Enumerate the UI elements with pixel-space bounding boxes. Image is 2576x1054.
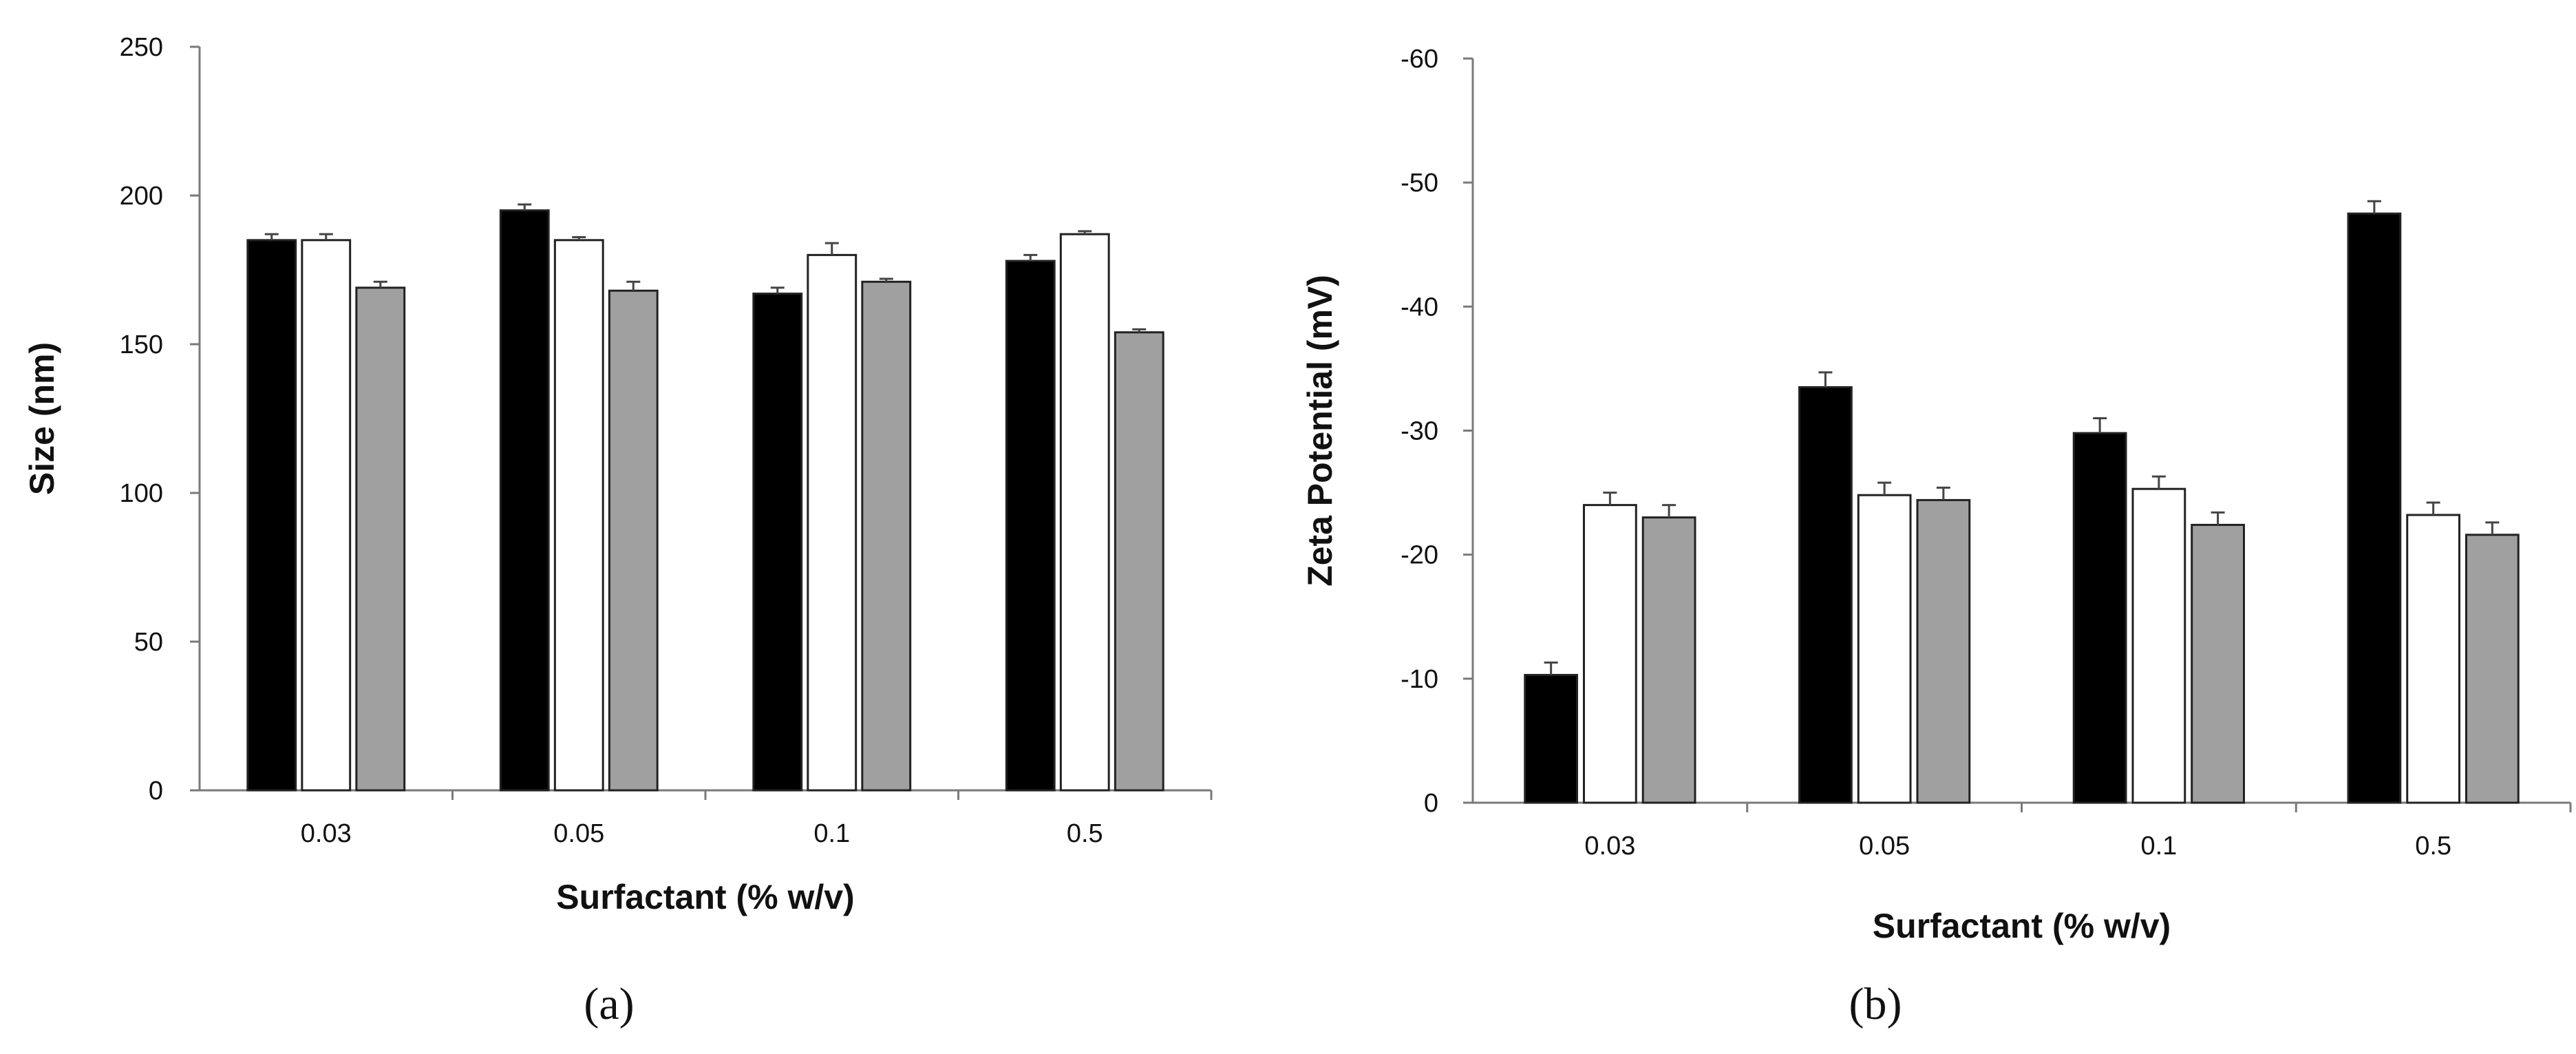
bar-2-0.03	[1582, 504, 1637, 804]
bar-1-0.03	[246, 239, 297, 792]
bar-1-0.1	[752, 293, 803, 792]
x-tick-label: 0.1	[813, 819, 850, 848]
bar-2-0.05	[1857, 494, 1912, 804]
bar-2-0.1	[807, 253, 858, 792]
panel-label: (a)	[584, 979, 634, 1029]
chart-panel-b: 0 -10 -20 -30 -40 -50 -60 0.03 0.05 0.1 0.5 Surfact…	[1301, 45, 2572, 1029]
x-tick-label: 0.1	[2140, 832, 2177, 861]
y-axis-label: Zeta Potential (mV)	[1301, 275, 1339, 587]
bar-2-0.03	[301, 239, 352, 792]
y-tick-label: 0	[149, 777, 163, 805]
y-tick-label: 100	[120, 479, 163, 508]
x-tick-label: 0.05	[553, 819, 604, 848]
bar-3-0.05	[1916, 498, 1971, 804]
bar-3-0.05	[608, 289, 659, 792]
bar-3-0.5	[2465, 534, 2520, 804]
bar-1-0.05	[499, 209, 550, 792]
bar-1-0.5	[2347, 212, 2402, 804]
y-tick-label: -10	[1401, 665, 1438, 694]
panel-label: (b)	[1849, 979, 1902, 1029]
bar-2-0.1	[2131, 487, 2186, 804]
y-tick-label: -20	[1401, 541, 1438, 570]
bar-1-0.05	[1798, 386, 1853, 804]
y-axis-label: Size (nm)	[23, 342, 61, 495]
bar-2-0.5	[2406, 514, 2461, 804]
y-tick-label: 200	[120, 182, 163, 211]
x-tick-label: 0.5	[2415, 832, 2451, 861]
bar-1-0.5	[1005, 260, 1056, 792]
y-tick-label: -30	[1401, 417, 1438, 446]
x-axis-label: Surfactant (% w/v)	[1873, 907, 2171, 945]
bar-3-0.5	[1114, 331, 1164, 792]
bar-3-0.1	[2191, 523, 2245, 804]
y-tick-label: 150	[120, 330, 163, 359]
chart-panel-a: 0 50 100 150 200 250 0.03 0.05 0.1 0.5 Surfactant …	[23, 33, 1213, 1029]
bar-3-0.03	[1641, 516, 1696, 804]
x-tick-label: 0.5	[1067, 819, 1103, 848]
x-tick-label: 0.03	[301, 819, 352, 848]
bar-1-0.03	[1524, 673, 1579, 804]
x-tick-label: 0.03	[1584, 832, 1635, 861]
y-tick-label: -60	[1401, 45, 1438, 74]
y-tick-label: 250	[120, 33, 163, 62]
bar-2-0.5	[1059, 233, 1110, 792]
bar-1-0.1	[2072, 432, 2127, 804]
x-axis-label: Surfactant (% w/v)	[556, 878, 854, 916]
x-tick-label: 0.05	[1859, 832, 1910, 861]
bar-3-0.1	[861, 280, 912, 792]
y-tick-label: -40	[1401, 293, 1438, 322]
y-tick-label: 0	[1424, 789, 1438, 818]
bar-2-0.05	[553, 239, 604, 792]
y-tick-label: -50	[1401, 169, 1438, 198]
y-tick-label: 50	[134, 628, 163, 657]
bar-3-0.03	[355, 286, 406, 792]
